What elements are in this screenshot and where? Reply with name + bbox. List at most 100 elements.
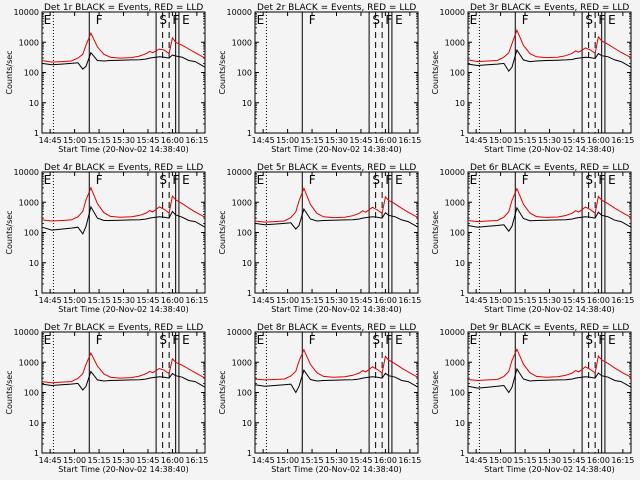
y-tick-label: 10 xyxy=(29,419,39,428)
chart-svg: Det 4r BLACK = Events, RED = LLD 1 10 100 10… xyxy=(5,163,208,314)
y-tick-label: 100 xyxy=(450,389,465,398)
x-tick-label: 15:45 xyxy=(349,296,372,305)
marker-letter: E xyxy=(470,173,478,187)
x-tick-label: 15:00 xyxy=(276,296,299,305)
y-tick-label: 1000 xyxy=(232,358,252,367)
x-tick-label: 15:45 xyxy=(136,296,159,305)
marker-letter: E xyxy=(44,173,52,187)
y-tick-label: 100 xyxy=(237,389,252,398)
x-tick-label: 16:15 xyxy=(185,456,208,465)
x-tick-label: 16:00 xyxy=(161,296,184,305)
chart-title: Det 9r BLACK = Events, RED = LLD xyxy=(470,323,629,333)
x-tick-label: 15:15 xyxy=(301,456,324,465)
x-tick-label: 14:45 xyxy=(39,136,62,145)
y-axis-label: Counts/sec xyxy=(5,210,14,254)
x-tick-label: 15:30 xyxy=(112,296,135,305)
y-tick-label: 1 xyxy=(460,129,465,138)
x-tick-label: 15:45 xyxy=(562,136,585,145)
x-tick-label: 15:45 xyxy=(136,456,159,465)
marker-letter: E xyxy=(182,333,190,347)
x-tick-label: 16:00 xyxy=(587,136,610,145)
y-tick-label: 10 xyxy=(455,419,465,428)
y-tick-label: 1 xyxy=(247,129,252,138)
marker-letter: F xyxy=(96,13,103,27)
x-tick-label: 15:30 xyxy=(112,136,135,145)
x-axis-label: Start Time (20-Nov-02 14:38:40) xyxy=(484,145,614,154)
plot-frame xyxy=(41,171,206,294)
x-tick-label: 15:15 xyxy=(301,136,324,145)
plot-frame xyxy=(41,331,206,454)
plot-frame xyxy=(254,171,419,294)
y-tick-label: 10000 xyxy=(14,328,39,337)
y-tick-label: 10000 xyxy=(14,8,39,17)
x-axis-label: Start Time (20-Nov-02 14:38:40) xyxy=(58,465,188,474)
y-tick-label: 1 xyxy=(460,449,465,458)
x-tick-label: 15:30 xyxy=(325,296,348,305)
y-tick-label: 10000 xyxy=(440,8,465,17)
marker-letter: F xyxy=(385,173,392,187)
y-tick-label: 1 xyxy=(247,289,252,298)
detector-panel: Det 7r BLACK = Events, RED = LLD 1 10 100 10… xyxy=(0,320,213,480)
x-tick-label: 16:00 xyxy=(374,456,397,465)
x-tick-label: 15:45 xyxy=(136,136,159,145)
marker-letter: S xyxy=(585,13,593,27)
y-tick-label: 100 xyxy=(450,69,465,78)
marker-letter: F xyxy=(385,13,392,27)
marker-letter: S xyxy=(585,333,593,347)
x-tick-label: 15:30 xyxy=(325,456,348,465)
x-tick-label: 15:00 xyxy=(63,296,86,305)
series-line-lld xyxy=(41,31,206,63)
marker-letter: S xyxy=(159,13,167,27)
x-tick-label: 15:00 xyxy=(276,456,299,465)
x-tick-label: 15:45 xyxy=(349,136,372,145)
x-tick-label: 15:15 xyxy=(88,296,111,305)
chart-svg: Det 1r BLACK = Events, RED = LLD 1 10 100 10… xyxy=(5,3,208,154)
marker-letter: E xyxy=(395,13,403,27)
marker-letter: E xyxy=(257,333,265,347)
y-tick-label: 1000 xyxy=(232,198,252,207)
marker-letter: F xyxy=(522,173,529,187)
x-tick-label: 16:15 xyxy=(398,296,421,305)
series-line-events xyxy=(41,370,206,391)
x-tick-label: 16:00 xyxy=(374,296,397,305)
marker-letter: F xyxy=(96,173,103,187)
x-tick-label: 16:15 xyxy=(398,136,421,145)
marker-letter: E xyxy=(44,333,52,347)
chart-title: Det 6r BLACK = Events, RED = LLD xyxy=(470,163,629,173)
marker-letter: S xyxy=(159,173,167,187)
marker-letter: S xyxy=(585,173,593,187)
y-axis-label: Counts/sec xyxy=(431,50,440,94)
y-tick-label: 1000 xyxy=(445,358,465,367)
y-tick-label: 1000 xyxy=(445,38,465,47)
detector-panel: Det 8r BLACK = Events, RED = LLD 1 10 100 10… xyxy=(213,320,426,480)
y-tick-label: 100 xyxy=(450,229,465,238)
y-tick-label: 10 xyxy=(242,419,252,428)
x-axis-label: Start Time (20-Nov-02 14:38:40) xyxy=(484,465,614,474)
x-tick-label: 15:00 xyxy=(489,136,512,145)
x-tick-label: 15:00 xyxy=(276,136,299,145)
series-line-lld xyxy=(467,28,632,63)
y-tick-label: 10000 xyxy=(440,168,465,177)
marker-letter: E xyxy=(608,13,616,27)
x-tick-label: 14:45 xyxy=(39,296,62,305)
series-line-lld xyxy=(467,347,632,382)
x-tick-label: 15:15 xyxy=(88,456,111,465)
y-tick-label: 1 xyxy=(247,449,252,458)
series-line-events xyxy=(467,206,632,233)
y-tick-label: 10 xyxy=(242,259,252,268)
marker-letter: F xyxy=(172,13,179,27)
x-tick-label: 15:30 xyxy=(538,296,561,305)
y-tick-label: 10 xyxy=(455,99,465,108)
y-tick-label: 10000 xyxy=(227,328,252,337)
chart-title: Det 4r BLACK = Events, RED = LLD xyxy=(44,163,203,173)
x-tick-label: 16:00 xyxy=(374,136,397,145)
y-tick-label: 1 xyxy=(460,289,465,298)
plot-frame xyxy=(41,11,206,134)
y-tick-label: 1 xyxy=(34,129,39,138)
series-line-events xyxy=(254,207,419,230)
x-tick-label: 16:00 xyxy=(587,296,610,305)
x-tick-label: 15:15 xyxy=(301,296,324,305)
x-tick-label: 14:45 xyxy=(252,456,275,465)
y-axis-label: Counts/sec xyxy=(218,210,227,254)
